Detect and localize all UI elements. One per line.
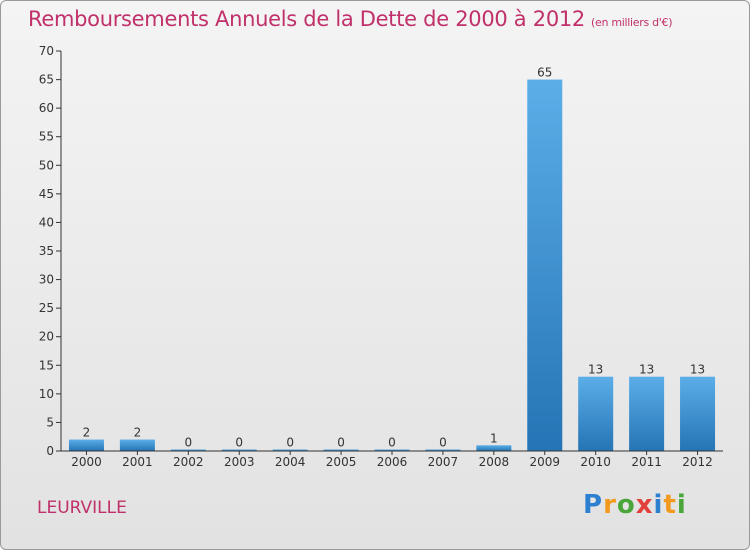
x-tick-label: 2010 <box>580 455 611 469</box>
x-axis: 2000 2001 2002 2003 2004 2005 2006 2007 2008 2009… <box>61 450 723 469</box>
bar-2004 <box>272 449 308 451</box>
bar-2010 <box>578 376 614 451</box>
place-name: LEURVILLE <box>37 498 127 518</box>
data-label-2004: 0 <box>286 436 294 450</box>
y-tick-label: 55 <box>39 130 54 144</box>
bar-2006 <box>374 449 410 451</box>
bar-2001 <box>119 439 155 451</box>
data-label-2008: 1 <box>490 431 498 445</box>
x-tick-label: 2000 <box>71 455 102 469</box>
x-tick-label: 2005 <box>326 455 357 469</box>
data-label-2003: 0 <box>235 436 243 450</box>
bars: 2 2 0 0 0 0 0 0 1 65 13 13 13 <box>68 66 716 452</box>
data-label-2012: 13 <box>690 363 705 377</box>
x-tick-label: 2006 <box>377 455 408 469</box>
y-tick-label: 45 <box>39 187 54 201</box>
x-tick-label: 2004 <box>275 455 306 469</box>
x-tick-label: 2003 <box>224 455 255 469</box>
bar-2011 <box>629 376 665 451</box>
bar-2003 <box>221 449 257 451</box>
y-tick-label: 0 <box>46 444 54 458</box>
data-label-2001: 2 <box>134 426 142 440</box>
data-label-2005: 0 <box>337 436 345 450</box>
data-label-2000: 2 <box>83 426 91 440</box>
bar-2000 <box>68 439 104 451</box>
chart-unit-label: (en milliers d'€) <box>591 16 673 29</box>
bar-2007 <box>425 449 461 451</box>
bar-2009 <box>527 79 563 452</box>
y-tick-label: 70 <box>39 44 54 58</box>
bar-2012 <box>680 376 716 451</box>
bar-2008 <box>476 445 512 451</box>
y-axis: 0 5 10 15 20 25 30 35 40 45 50 55 60 65 70 <box>39 44 62 458</box>
data-label-2006: 0 <box>388 436 396 450</box>
x-tick-label: 2008 <box>479 455 510 469</box>
data-label-2009: 65 <box>537 66 552 80</box>
x-tick-label: 2007 <box>428 455 459 469</box>
y-tick-label: 5 <box>46 415 54 429</box>
y-tick-label: 25 <box>39 301 54 315</box>
y-tick-label: 30 <box>39 273 54 287</box>
y-tick-label: 20 <box>39 330 54 344</box>
y-tick-label: 60 <box>39 101 54 115</box>
x-tick-label: 2001 <box>122 455 153 469</box>
x-tick-label: 2002 <box>173 455 204 469</box>
x-tick-label: 2011 <box>631 455 662 469</box>
y-tick-label: 50 <box>39 158 54 172</box>
data-label-2002: 0 <box>184 436 192 450</box>
data-label-2011: 13 <box>639 363 654 377</box>
chart-title-text: Remboursements Annuels de la Dette de 20… <box>28 7 585 31</box>
x-tick-label: 2012 <box>682 455 713 469</box>
y-tick-label: 40 <box>39 215 54 229</box>
bar-2005 <box>323 449 359 451</box>
y-tick-label: 15 <box>39 358 54 372</box>
y-tick-label: 10 <box>39 387 54 401</box>
x-tick-label: 2009 <box>529 455 560 469</box>
data-label-2007: 0 <box>439 436 447 450</box>
proxiti-logo: Proxiti <box>583 490 687 520</box>
bar-2002 <box>170 449 206 451</box>
y-tick-label: 65 <box>39 73 54 87</box>
data-label-2010: 13 <box>588 363 603 377</box>
chart-title: Remboursements Annuels de la Dette de 20… <box>28 7 672 31</box>
y-tick-label: 35 <box>39 244 54 258</box>
